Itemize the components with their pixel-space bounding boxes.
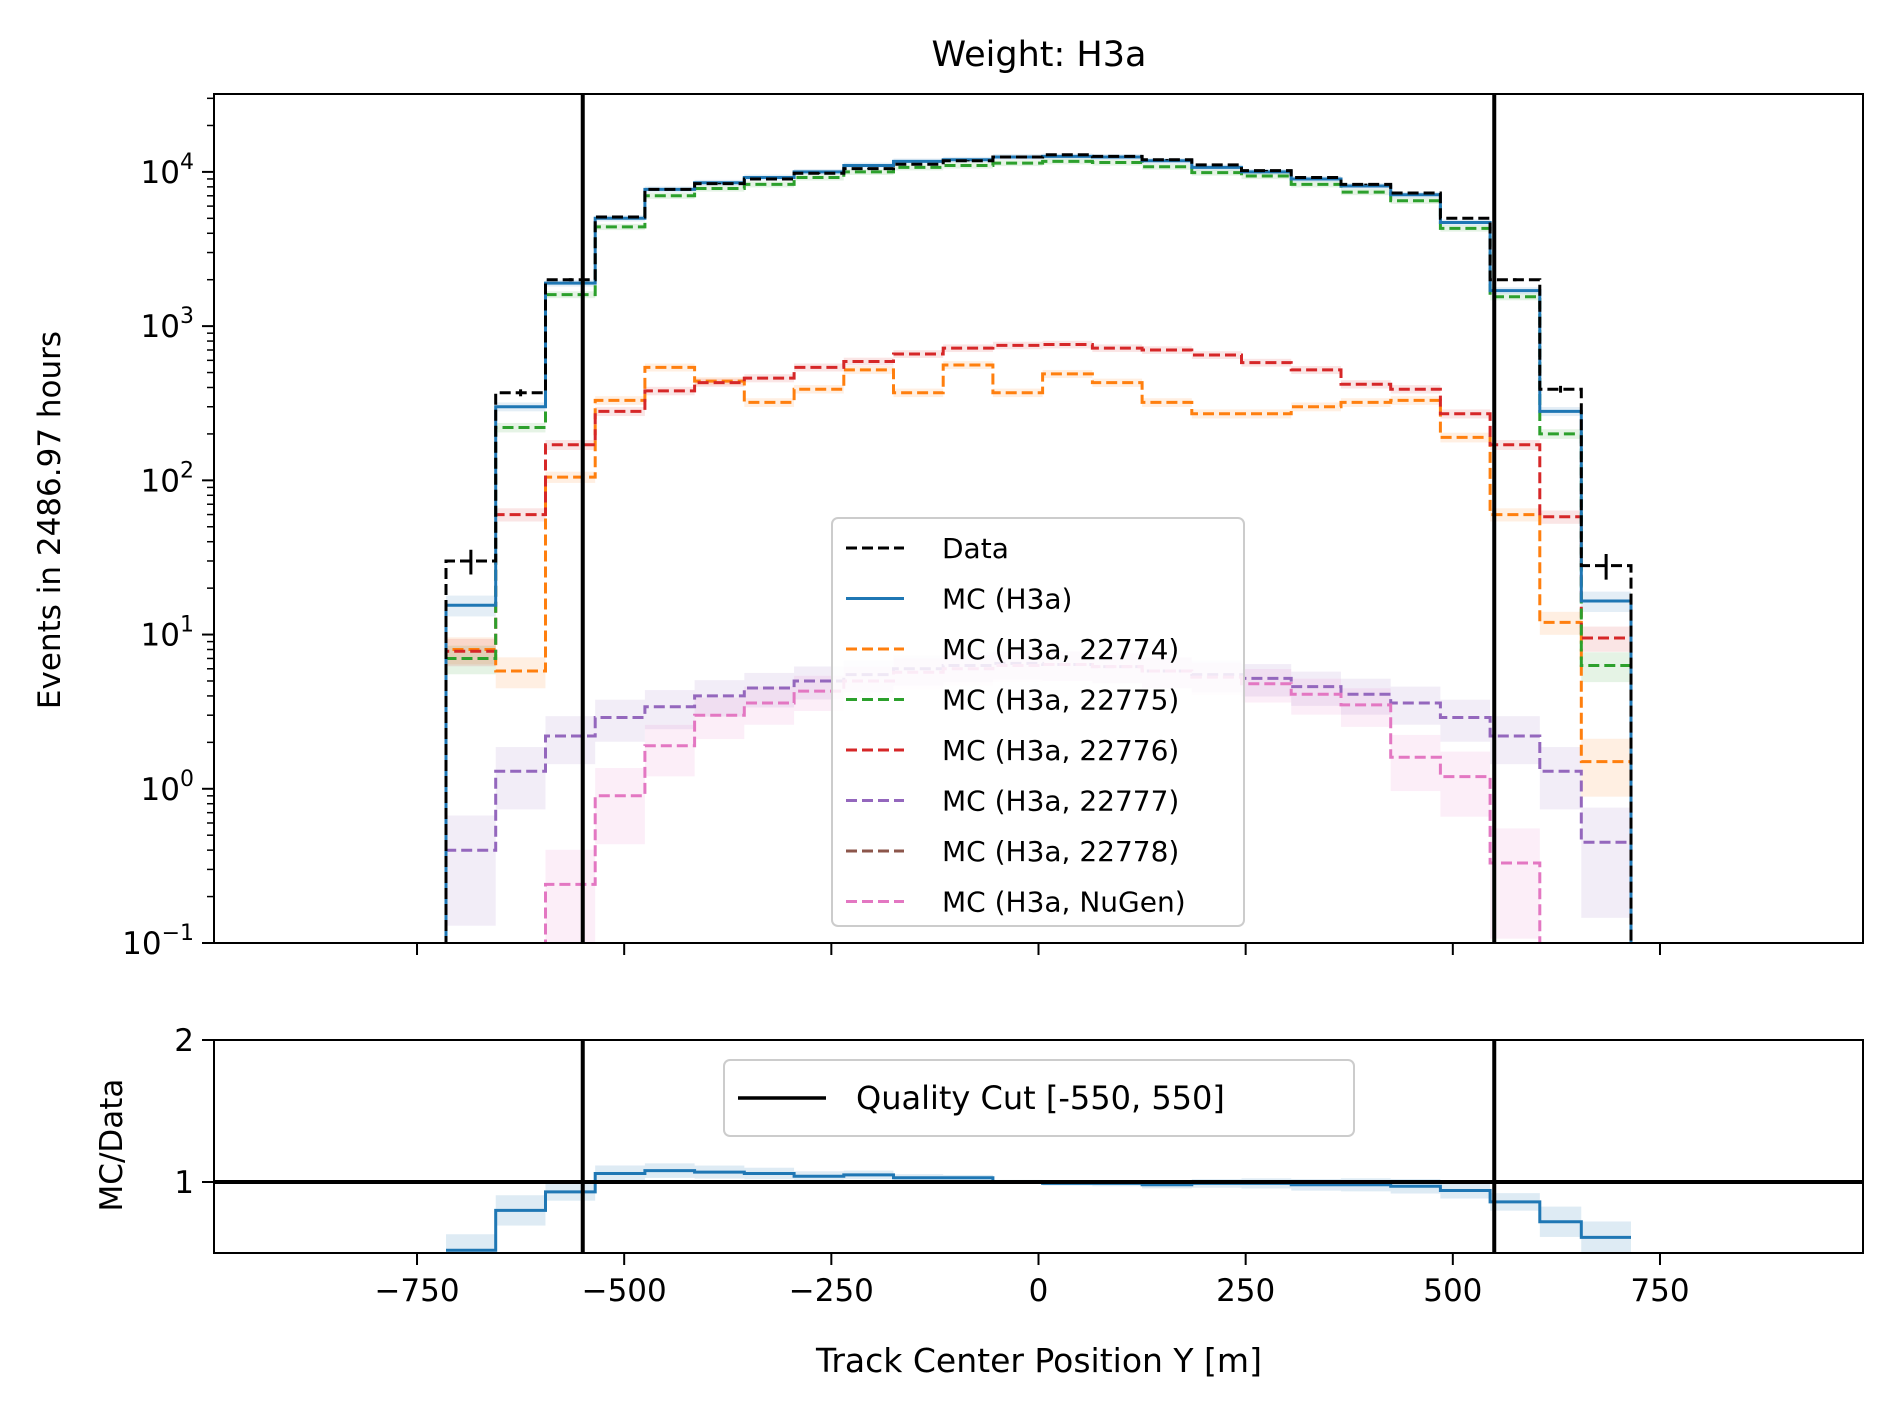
mc-h3a-22777-error-band-bin	[1340, 678, 1391, 715]
mc-h3a-22777-error-band-bin	[1539, 747, 1582, 810]
mc-h3a-22775-error-band-bin	[744, 181, 795, 188]
mc-h3a-22777-error-band-bin	[1581, 807, 1631, 918]
ratio-y-tick-label: 1	[174, 1165, 194, 1201]
mc-h3a-22775-error-band-bin	[1191, 169, 1242, 176]
x-tick-label: 0	[1029, 1273, 1049, 1309]
main-y-tick-label: 103	[141, 304, 194, 345]
mc-h3a-22774-error-band-bin	[943, 361, 993, 370]
mc-h3a-nugen-error-band-bin	[644, 724, 695, 777]
mc-h3a-22777-error-band-bin	[1291, 671, 1341, 706]
series-mc-h3a-nugen-step-line	[544, 663, 1542, 943]
ratio-panel: MC/Data 12 −750 −500 −250 0 250 500 750 Track …	[94, 1023, 1864, 1380]
series-mc-h3a-22776-step-line	[444, 343, 1633, 943]
mc-h3a-22776-error-band-bin	[1092, 344, 1143, 353]
legend-label-mc-h3a-nugen: MC (H3a, NuGen)	[942, 886, 1186, 919]
mc-h3a-22775-error-band-bin	[595, 223, 645, 231]
mc-h3a-22776-error-band-bin	[644, 386, 695, 396]
mc-h3a-22774-error-band-bin	[1581, 738, 1631, 797]
mc-h3a-22775-error-band-bin	[1539, 429, 1582, 439]
mc-h3a-22776-error-band-bin	[744, 374, 795, 383]
mc-h3a-22774-error-band-bin	[1092, 378, 1143, 387]
x-tick-label: −750	[374, 1273, 459, 1309]
main-y-ticks: 10−1 100 101 102 103 104	[122, 97, 214, 962]
x-tick-label: 750	[1630, 1273, 1689, 1309]
mc-h3a-nugen-error-band-bin	[1490, 828, 1540, 939]
mc-h3a-22777-error-band-bin	[1390, 686, 1441, 725]
main-x-ticks	[416, 943, 1661, 955]
main-y-tick-label: 100	[141, 767, 194, 808]
mc-h3a-22777-error-band-bin	[1490, 716, 1540, 765]
mc-h3a-22774-error-band-bin	[495, 657, 546, 689]
legend-label-mc-h3a-22774: MC (H3a, 22774)	[942, 633, 1179, 666]
mc-h3a-22777-error-band-bin	[446, 815, 496, 926]
mc-h3a-22777-error-band-bin	[545, 716, 596, 765]
main-series-group	[444, 153, 1633, 943]
main-y-tick-label: 101	[141, 613, 194, 654]
ratio-y-ticks: 12	[174, 1023, 214, 1201]
mc-h3a-22775-error-band-bin	[1291, 181, 1341, 188]
x-tick-label: 500	[1423, 1273, 1482, 1309]
mc-h3a-22775-error-band-bin	[1042, 158, 1093, 165]
x-tick-label: −250	[789, 1273, 874, 1309]
mc-h3a-22775-error-band-bin	[1440, 225, 1491, 232]
x-tick-label: 250	[1216, 1273, 1275, 1309]
legend-label-mc-h3a-22777: MC (H3a, 22777)	[942, 785, 1179, 818]
x-axis-label: Track Center Position Y [m]	[815, 1341, 1262, 1380]
mc-h3a-22777-error-band-bin	[1440, 699, 1491, 742]
mc-h3a-22775-error-band-bin	[644, 192, 695, 199]
mc-h3a-22774-error-band-bin	[644, 363, 695, 372]
mc-h3a-22775-error-band-bin	[843, 168, 894, 175]
ratio-legend: Quality Cut [-550, 550]	[723, 1059, 1355, 1137]
mc-h3a-22776-error-band-bin	[1440, 409, 1491, 419]
mc-h3a-22777-error-band-bin	[595, 699, 645, 742]
mc-h3a-nugen-error-band-bin	[595, 768, 645, 845]
ratio-y-axis-label: MC/Data	[94, 1079, 130, 1212]
mc-h3a-22774-error-band-bin	[1340, 398, 1391, 407]
mc-h3a-22775-error-band-bin	[1581, 652, 1631, 683]
ratio-y-tick-label: 2	[174, 1023, 194, 1059]
main-y-tick-label: 104	[141, 150, 194, 191]
chart-title: Weight: H3a	[932, 35, 1147, 75]
mc-h3a-22777-error-band-bin	[694, 680, 745, 717]
main-y-axis-label: Events in 2486.97 hours	[32, 331, 68, 709]
main-panel: Weight: H3a Events in 2486.97 hours 10−1…	[32, 35, 1864, 962]
ratio-reference-lines	[214, 1040, 1863, 1253]
ratio-legend-box	[723, 1059, 1355, 1137]
mc-h3a-nugen-error-band-bin	[545, 849, 596, 943]
ratio-x-ticks: −750 −500 −250 0 250 500 750	[374, 1253, 1690, 1309]
x-tick-label: −500	[582, 1273, 667, 1309]
main-y-tick-label: 10−1	[122, 921, 194, 962]
mc-h3a-nugen-error-band-bin	[1440, 751, 1491, 817]
mc-h3a-22776-error-band-bin	[1490, 439, 1540, 450]
mc-h3a-nugen-error-band-bin	[744, 686, 795, 725]
legend-label-mc-h3a-22776: MC (H3a, 22776)	[942, 734, 1179, 767]
ratio-legend-label: Quality Cut [-550, 550]	[856, 1079, 1225, 1117]
mc-h3a-22774-error-band-bin	[1241, 409, 1292, 419]
main-plot-frame	[213, 93, 1864, 944]
mc-h3a-nugen-error-band-bin	[1241, 669, 1292, 703]
mc-h3a-nugen-error-band-bin	[694, 697, 745, 740]
mc-h3a-nugen-error-band-bin	[1390, 734, 1441, 792]
legend-label-mc-h3a: MC (H3a)	[942, 583, 1072, 616]
mc-h3a-22774-error-band-bin	[545, 471, 596, 483]
mc-h3a-nugen-error-band-bin	[1291, 678, 1341, 715]
legend-label-mc-h3a-22778: MC (H3a, 22778)	[942, 835, 1179, 868]
mc-h3a-22777-error-band-bin	[644, 690, 695, 730]
mc-h3a-22775-error-band-bin	[992, 160, 1043, 167]
main-y-tick-label: 102	[141, 458, 194, 499]
main-legend-box	[831, 517, 1245, 927]
mc-h3a-22774-error-band-bin	[595, 396, 645, 405]
legend-label-data: Data	[942, 532, 1009, 565]
series-data-step-line	[444, 153, 1633, 943]
mc-h3a-22777-error-band-bin	[1241, 664, 1292, 697]
ratio-plot-frame	[213, 1039, 1864, 1254]
mc-h3a-22774-error-band-bin	[1191, 409, 1242, 419]
ratio-error-band-bin	[446, 1234, 496, 1253]
legend-label-mc-h3a-22775: MC (H3a, 22775)	[942, 684, 1179, 717]
mc-h3a-22774-error-band-bin	[992, 388, 1043, 398]
main-legend: Data MC (H3a) MC (H3a, 22774) MC (H3a, 2277…	[831, 517, 1245, 927]
quality-cut-lines	[580, 94, 1497, 943]
mc-h3a-22777-error-band-bin	[495, 747, 546, 810]
